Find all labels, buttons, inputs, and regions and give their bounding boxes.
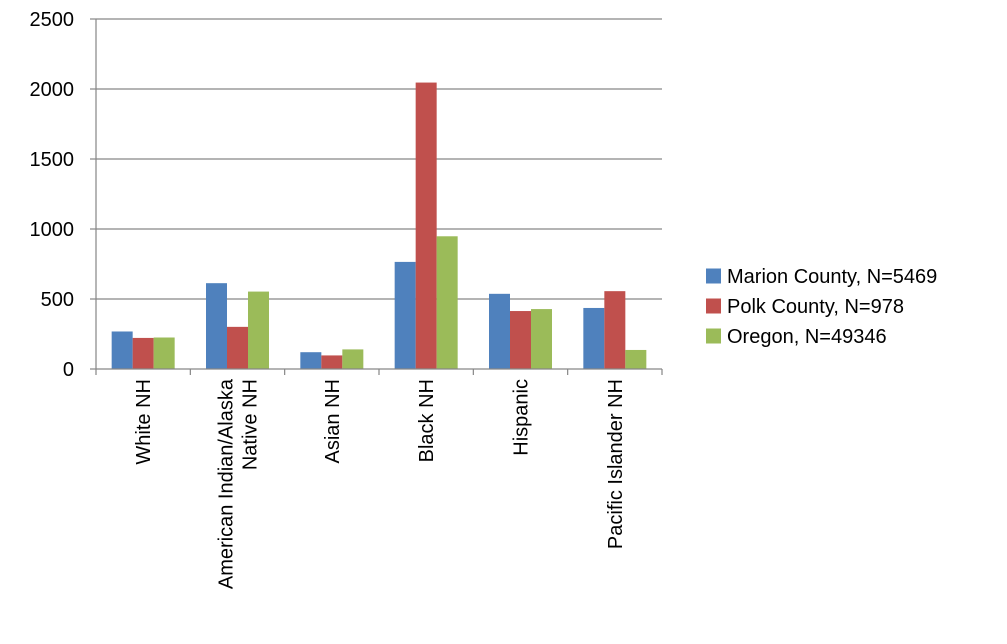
bar [248, 291, 269, 369]
bar [625, 349, 647, 369]
x-category-label: Hispanic [511, 379, 533, 456]
bar [510, 311, 531, 369]
bar [132, 337, 154, 369]
legend-item: Marion County, N=5469 [706, 266, 937, 288]
bar [227, 326, 248, 369]
x-category-label: American Indian/Alaska Native NH [216, 378, 262, 589]
y-tick-label: 1000 [30, 219, 75, 241]
y-tick-label: 0 [63, 359, 74, 381]
gridlines [96, 18, 662, 300]
bar [604, 291, 626, 369]
y-tick-labels: 0 500 1000 1500 2000 2500 [30, 9, 75, 381]
bar [415, 82, 437, 369]
bar [394, 261, 416, 369]
x-category-label-line: Pacific Islander NH [605, 379, 627, 549]
bar [321, 355, 343, 369]
bar [489, 293, 510, 369]
x-category-label: Asian NH [322, 379, 344, 463]
bar [531, 309, 552, 369]
x-category-label-line: White NH [133, 379, 155, 465]
legend-swatch [706, 328, 721, 344]
y-tick-label: 1500 [30, 149, 75, 171]
bar [583, 307, 605, 369]
y-tick-label: 2000 [30, 79, 75, 101]
axes [90, 18, 663, 375]
x-category-label-line: Black NH [416, 379, 438, 462]
x-category-label-line: Native NH [240, 379, 262, 470]
x-category-label: Pacific Islander NH [605, 379, 627, 549]
bar [206, 283, 227, 369]
x-category-label-line: American Indian/Alaska [216, 378, 238, 589]
x-category-label-line: Hispanic [511, 379, 533, 456]
bar [153, 337, 175, 369]
legend-swatch [706, 268, 721, 284]
y-tick-label: 2500 [30, 9, 75, 31]
legend-swatch [706, 298, 721, 314]
legend-label: Oregon, N=49346 [727, 326, 887, 348]
legend-label: Marion County, N=5469 [727, 266, 937, 288]
bar [111, 331, 133, 369]
bar [436, 236, 458, 369]
legend-item: Polk County, N=978 [706, 296, 904, 318]
legend-item: Oregon, N=49346 [706, 326, 887, 348]
x-category-labels: White NH American Indian/Alaska Native NH A… [133, 378, 627, 589]
x-category-label: Black NH [416, 379, 438, 462]
x-category-label-line: Asian NH [322, 379, 344, 463]
y-tick-label: 500 [41, 289, 74, 311]
legend: Marion County, N=5469 Polk County, N=978 O… [706, 266, 937, 348]
bar [300, 352, 322, 369]
bar [342, 349, 364, 369]
bars [111, 82, 647, 369]
legend-label: Polk County, N=978 [727, 296, 904, 318]
x-category-label: White NH [133, 379, 155, 465]
